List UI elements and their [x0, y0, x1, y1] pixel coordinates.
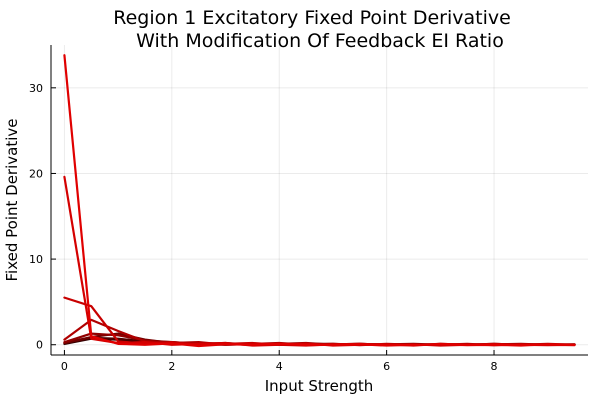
y-tick-label: 0 [36, 339, 43, 352]
x-tick-label: 2 [168, 360, 175, 373]
y-axis-label: Fixed Point Derivative [3, 119, 21, 282]
x-axis-label: Input Strength [265, 377, 374, 395]
series-line-1 [63, 54, 576, 348]
series-layer [63, 54, 576, 348]
x-tick-label: 4 [276, 360, 283, 373]
x-ticks: 0 2 4 6 8 [61, 350, 498, 373]
y-ticks: 0 10 20 30 [29, 82, 56, 352]
y-tick-label: 10 [29, 253, 43, 266]
chart-title-line1: Region 1 Excitatory Fixed Point Derivati… [113, 7, 511, 29]
x-tick-label: 8 [491, 360, 498, 373]
x-tick-label: 6 [383, 360, 390, 373]
chart-title-line2: With Modification Of Feedback EI Ratio [136, 30, 504, 52]
grid [51, 45, 588, 355]
y-tick-label: 30 [29, 82, 43, 95]
series-line-2 [63, 175, 576, 347]
y-tick-label: 20 [29, 167, 43, 180]
x-tick-label: 0 [61, 360, 68, 373]
